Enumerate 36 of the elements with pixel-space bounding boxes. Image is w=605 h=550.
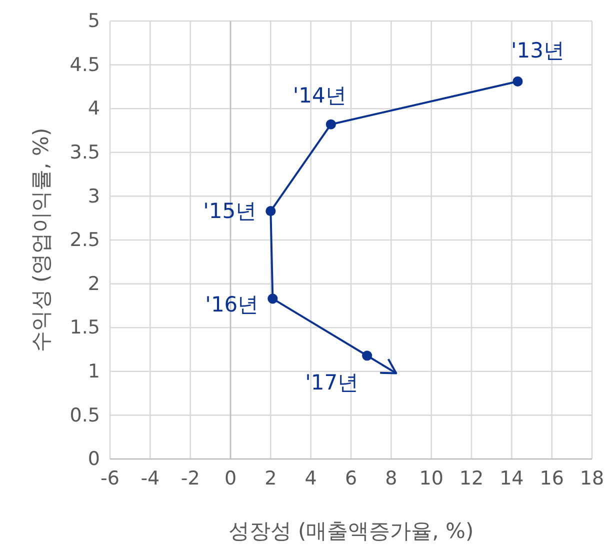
- x-tick-label: -6: [100, 467, 120, 490]
- x-tick-label: 14: [500, 467, 524, 490]
- annotation: '16년: [205, 292, 259, 317]
- point: [268, 294, 278, 304]
- x-tick-label: 0: [224, 467, 237, 490]
- y-tick-label: 1: [88, 360, 100, 382]
- x-tick-label: 18: [580, 467, 604, 490]
- point: [362, 350, 372, 361]
- y-tick-label: 0.5: [70, 404, 100, 426]
- annotation: '13년: [510, 38, 564, 62]
- annotation: '14년: [292, 83, 346, 108]
- x-axis-title: 성장성 (매출액증가율, %): [228, 519, 474, 543]
- y-axis-title: 수익성 (영업이익률, %): [29, 128, 53, 352]
- x-tick-label: 6: [344, 467, 358, 490]
- y-tick-label: 1.5: [70, 316, 100, 339]
- annotation: '17년: [305, 370, 359, 395]
- point: [512, 76, 523, 86]
- y-tick-label: 4: [88, 98, 100, 120]
- y-tick-label: 5: [88, 10, 100, 32]
- point: [326, 119, 336, 130]
- y-tick-label: 4.5: [70, 54, 100, 76]
- x-tick-label: 10: [419, 467, 444, 490]
- annotation: '15년: [203, 199, 257, 224]
- y-tick-label: 3: [88, 185, 100, 208]
- x-tick-label: 2: [264, 467, 277, 490]
- point: [266, 206, 276, 216]
- x-tick-label: 16: [540, 467, 564, 490]
- x-tick-label: 8: [385, 467, 398, 490]
- x-tick-label: 12: [459, 467, 484, 490]
- y-tick-label: 2.5: [70, 229, 100, 252]
- x-tick-label: -4: [140, 467, 160, 490]
- y-tick-label: 3.5: [70, 141, 100, 164]
- x-tick-label: 4: [304, 467, 317, 490]
- x-tick-label: -2: [180, 467, 200, 490]
- y-tick-label: 2: [88, 272, 100, 295]
- y-tick-label: 0: [88, 448, 100, 470]
